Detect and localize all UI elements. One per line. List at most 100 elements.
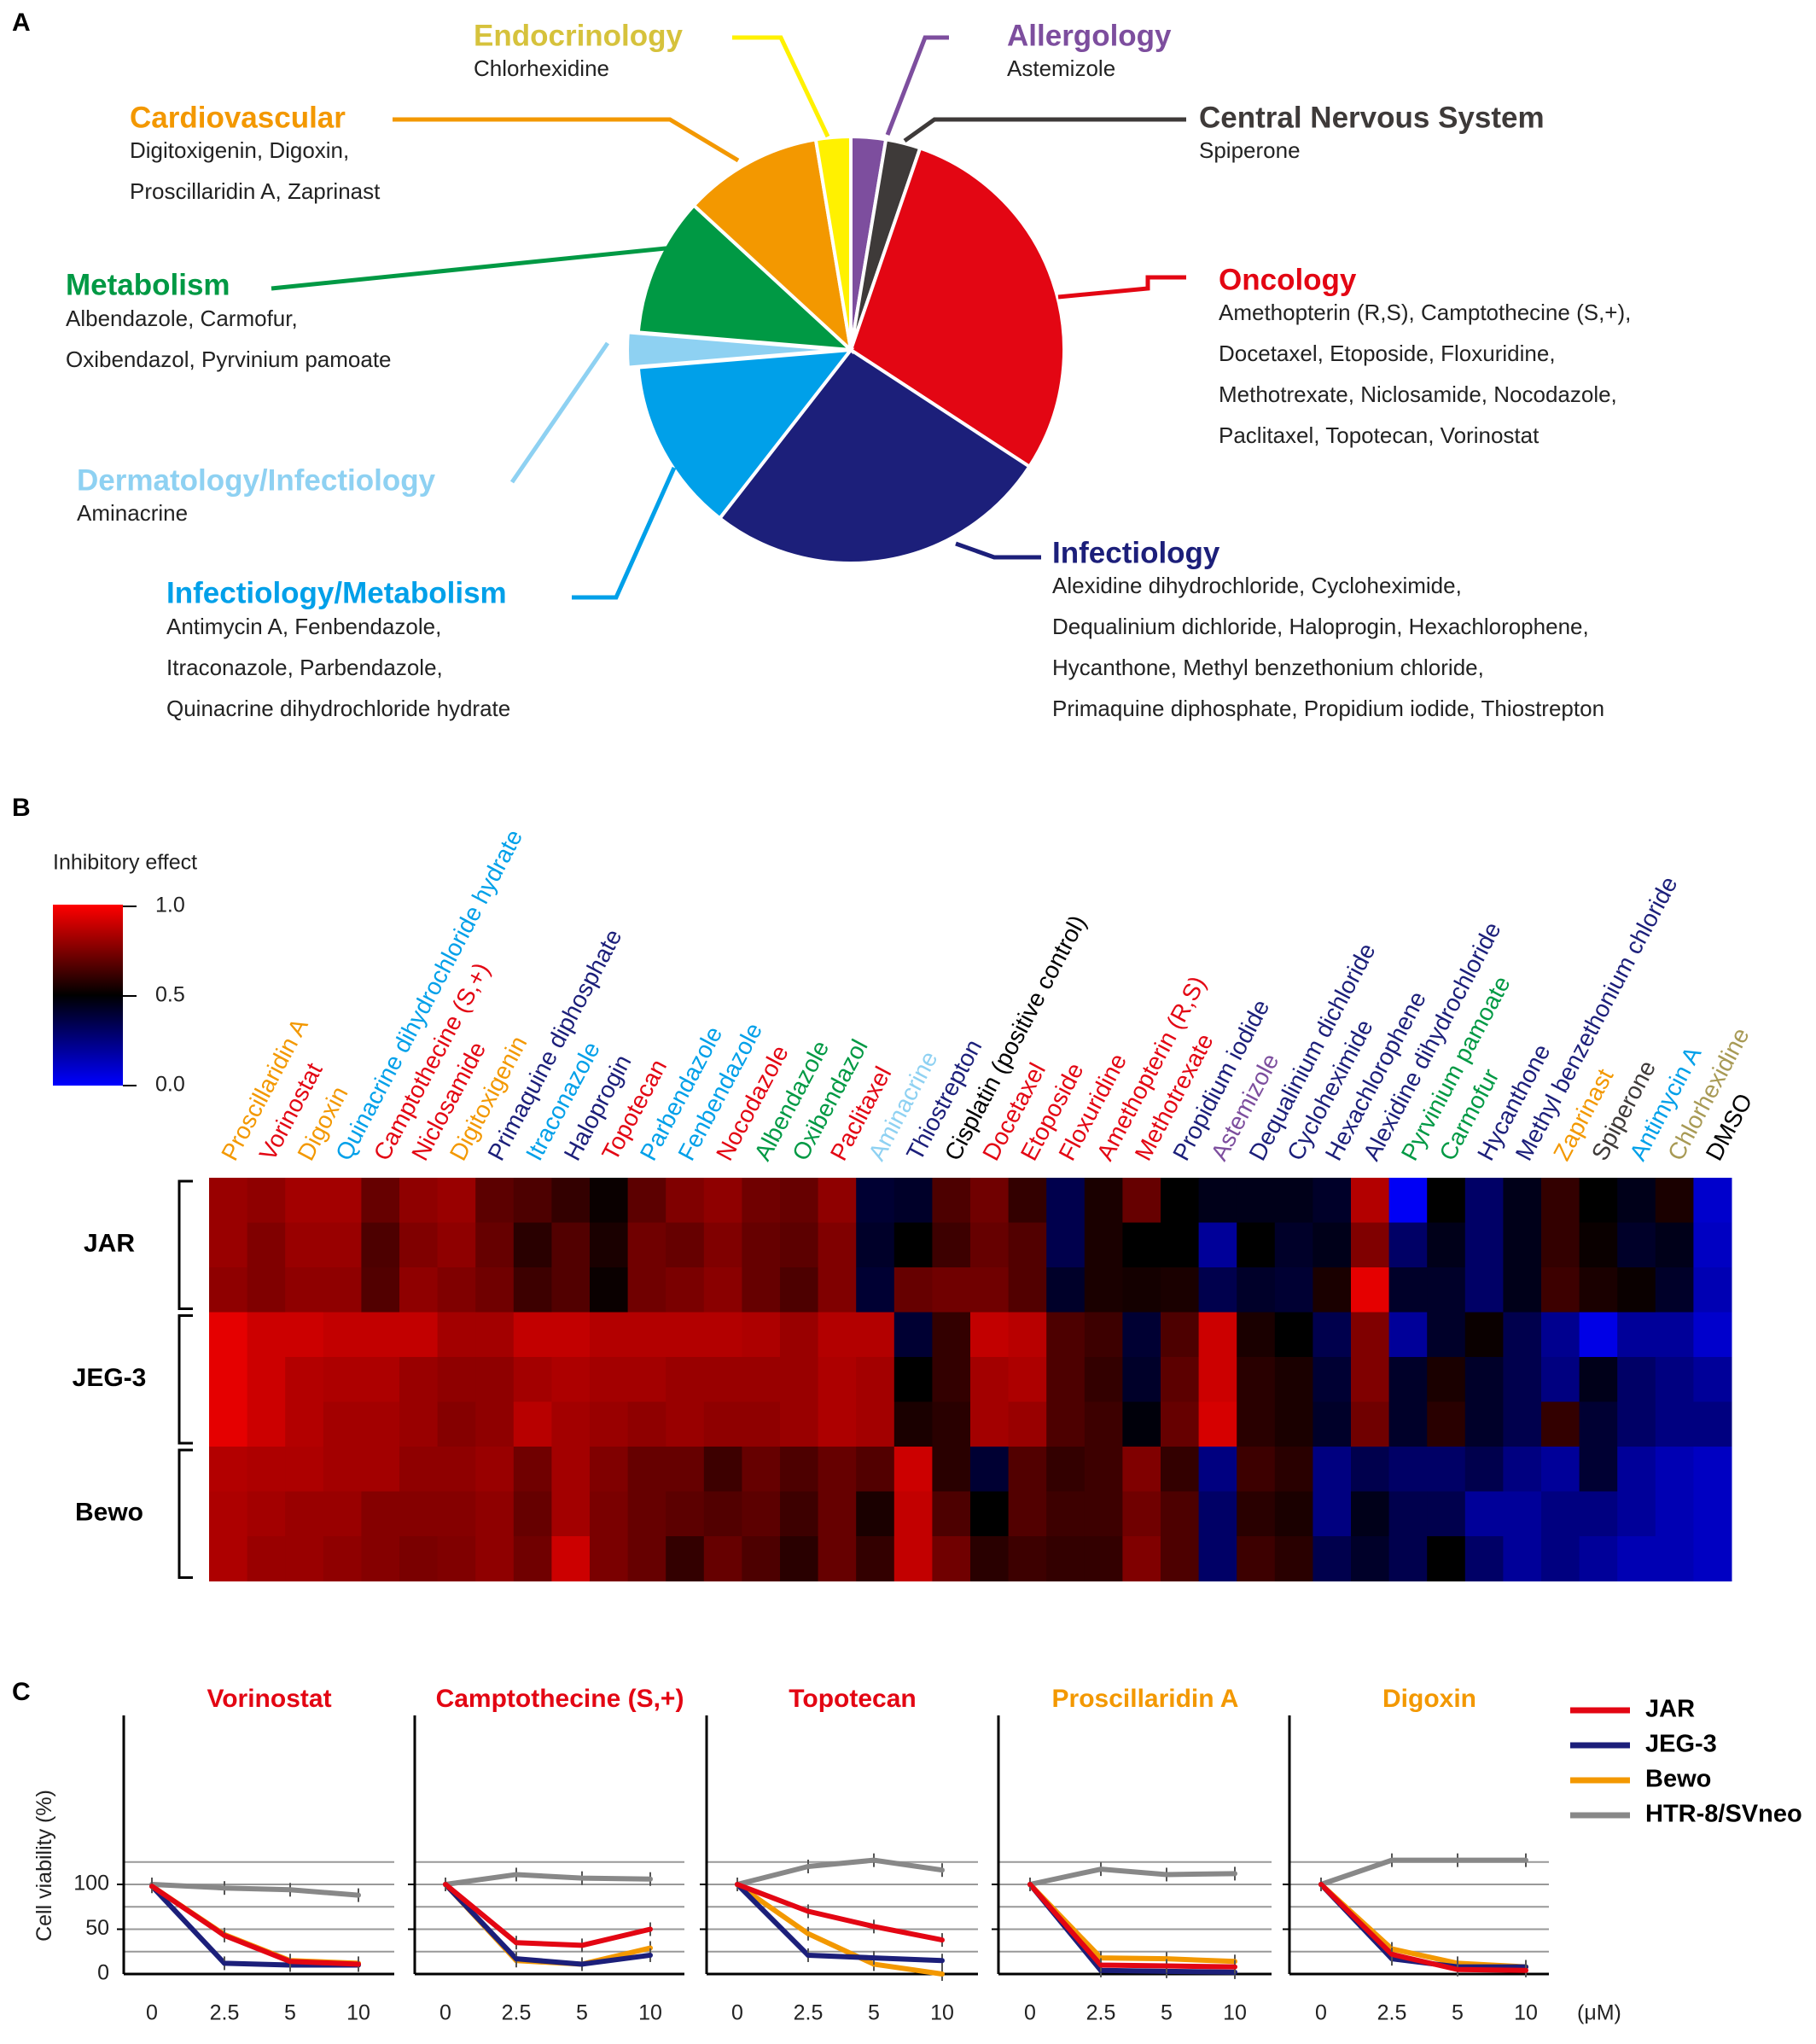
heatmap-cell <box>1541 1447 1580 1492</box>
pie-drug-list-line: Proscillaridin A, Zaprinast <box>130 178 381 204</box>
heatmap-cell <box>1008 1491 1047 1537</box>
heatmap-cell <box>209 1178 248 1223</box>
data-point-htr-8-svneo <box>648 1876 653 1882</box>
x-tick-label: 2.5 <box>210 2001 240 2025</box>
series-line-jar <box>736 1882 943 1943</box>
heatmap-cell <box>1655 1536 1694 1581</box>
heatmap-cell <box>590 1357 629 1402</box>
heatmap-cell <box>1237 1267 1276 1313</box>
heatmap-cell <box>1655 1178 1694 1223</box>
heatmap-cell <box>247 1178 286 1223</box>
heatmap-cell <box>1351 1536 1390 1581</box>
legend-label: JEG-3 <box>1645 1731 1717 1758</box>
heatmap-cell <box>1351 1401 1390 1447</box>
heatmap-cell <box>856 1536 895 1581</box>
heatmap-cell <box>932 1178 971 1223</box>
heatmap-cell <box>1084 1222 1123 1268</box>
heatmap-cell <box>932 1267 971 1313</box>
data-point-htr-8-svneo <box>871 1857 876 1863</box>
x-tick-label: 2.5 <box>1377 2001 1407 2025</box>
heatmap-cell <box>247 1267 286 1313</box>
heatmap-cell <box>285 1222 324 1268</box>
heatmap-cell <box>1237 1491 1276 1537</box>
heatmap-cell <box>1579 1267 1618 1313</box>
heatmap-cell <box>1084 1536 1123 1581</box>
heatmap-cell <box>1274 1222 1313 1268</box>
heatmap-cell <box>818 1401 857 1447</box>
heatmap-cell <box>818 1536 857 1581</box>
heatmap-cell <box>1541 1267 1580 1313</box>
heatmap-cell <box>932 1536 971 1581</box>
pie-category-label: Metabolism <box>66 268 230 301</box>
pie-slice-infectiology-metabolism <box>636 347 855 521</box>
heatmap-cell <box>285 1536 324 1581</box>
heatmap-cell <box>551 1267 591 1313</box>
heatmap-cell <box>1655 1357 1694 1402</box>
heatmap-cell <box>1693 1536 1732 1581</box>
x-tick-label: 10 <box>638 2001 662 2025</box>
heatmap-cell <box>856 1401 895 1447</box>
heatmap-cell <box>1198 1312 1237 1358</box>
heatmap-group-bracket <box>178 1448 193 1579</box>
pie-drug-list-line: Methotrexate, Niclosamide, Nocodazole, <box>1219 381 1617 407</box>
heatmap-cell <box>1503 1536 1542 1581</box>
subplot-title: Vorinostat <box>207 1685 331 1713</box>
heatmap-cell <box>1084 1491 1123 1537</box>
x-tick-label: 5 <box>284 2001 296 2025</box>
heatmap-cell <box>1198 1536 1237 1581</box>
pie-drug-list-line: Spiperone <box>1199 137 1301 163</box>
heatmap-cell <box>209 1447 248 1492</box>
series-line-jar <box>444 1882 651 1948</box>
heatmap-group-bracket <box>178 1314 193 1445</box>
heatmap-cell <box>742 1491 781 1537</box>
data-point-bewo <box>940 1971 945 1977</box>
heatmap-cell <box>627 1178 666 1223</box>
heatmap-cell <box>666 1267 705 1313</box>
series-line-jeg-3 <box>443 1882 651 1967</box>
heatmap-cell <box>780 1491 819 1537</box>
heatmap-cell <box>1274 1401 1313 1447</box>
pie-drug-list-line: Astemizole <box>1007 55 1115 81</box>
heatmap-cell <box>1198 1267 1237 1313</box>
heatmap-cell <box>590 1536 629 1581</box>
heatmap-cell <box>970 1401 1010 1447</box>
heatmap-cell <box>970 1267 1010 1313</box>
heatmap-cell <box>1161 1401 1200 1447</box>
heatmap-cell <box>361 1491 400 1537</box>
heatmap-cell <box>1084 1447 1123 1492</box>
heatmap-cell <box>1274 1357 1313 1402</box>
heatmap-cell <box>1161 1447 1200 1492</box>
pie-category-label: Allergology <box>1007 19 1172 52</box>
data-point-htr-8-svneo <box>1164 1872 1169 1878</box>
heatmap-cell <box>1274 1267 1313 1313</box>
heatmap-cell <box>1388 1312 1428 1358</box>
pie-drug-list-line: Oxibendazol, Pyrvinium pamoate <box>66 346 392 372</box>
heatmap-cell <box>1541 1222 1580 1268</box>
heatmap-cell <box>666 1536 705 1581</box>
heatmap-cell <box>475 1401 515 1447</box>
heatmap-cell <box>1503 1178 1542 1223</box>
subplot-title: Proscillaridin A <box>1052 1685 1239 1713</box>
heatmap-cell <box>1427 1536 1466 1581</box>
colorbar-title: Inhibitory effect <box>53 851 197 875</box>
heatmap-cell <box>742 1536 781 1581</box>
data-point-bewo <box>806 1930 811 1936</box>
heatmap-cell <box>1198 1447 1237 1492</box>
heatmap-cell <box>1464 1267 1504 1313</box>
pie-drug-list-line: Antimycin A, Fenbendazole, <box>166 614 441 639</box>
heatmap-cell <box>1161 1267 1200 1313</box>
pie-leader-oncology <box>1057 275 1186 300</box>
heatmap-cell <box>590 1447 629 1492</box>
heatmap-cell <box>1427 1267 1466 1313</box>
heatmap-cell <box>1161 1491 1200 1537</box>
heatmap-cell <box>1541 1491 1580 1537</box>
heatmap-cell <box>1464 1447 1504 1492</box>
heatmap-cell <box>1008 1178 1047 1223</box>
data-point-htr-8-svneo <box>940 1867 945 1873</box>
heatmap-cell <box>1198 1357 1237 1402</box>
heatmap-cell <box>1617 1312 1656 1358</box>
heatmap-cell <box>1084 1178 1123 1223</box>
heatmap-cell <box>893 1312 933 1358</box>
heatmap-cell <box>1084 1267 1123 1313</box>
heatmap-cell <box>1046 1447 1086 1492</box>
